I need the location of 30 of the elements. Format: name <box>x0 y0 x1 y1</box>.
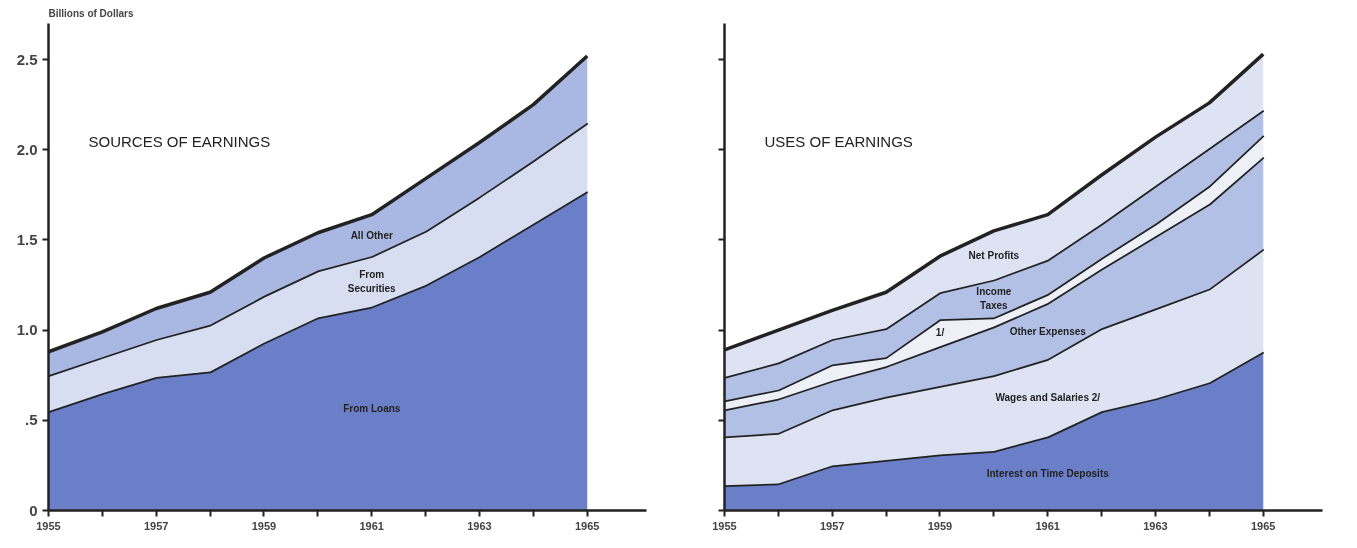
series-label: Interest on Time Deposits <box>986 468 1110 480</box>
series-label: From Securities <box>347 269 397 294</box>
x-tick-label: 1963 <box>467 519 492 532</box>
x-tick-label: 1959 <box>251 519 277 532</box>
x-tick-label: 1955 <box>712 519 737 532</box>
series-label: From Loans <box>343 403 401 415</box>
x-tick-label: 1955 <box>36 519 61 532</box>
y-tick-label: 2.5 <box>16 50 38 68</box>
series-label: Income Taxes <box>976 286 1012 311</box>
series-label: 1/ <box>935 327 945 339</box>
x-tick-label: 1961 <box>359 519 384 532</box>
y-axis-title: Billions of Dollars <box>48 7 134 19</box>
text: USES OF EARNINGS <box>764 133 913 151</box>
text: SOURCES OF EARNINGS <box>88 133 271 151</box>
y-tick-label: 2.0 <box>16 140 38 158</box>
x-tick-label: 1959 <box>927 519 953 532</box>
x-tick-label: 1965 <box>575 519 600 532</box>
series-label: All Other <box>350 229 393 241</box>
series-label: Wages and Salaries 2/ <box>995 392 1101 404</box>
y-tick-label: .5 <box>24 411 38 429</box>
x-tick-label: 1957 <box>820 519 845 532</box>
y-tick-label: 1.5 <box>16 230 38 248</box>
x-tick-label: 1965 <box>1251 519 1276 532</box>
x-tick-label: 1963 <box>1143 519 1168 532</box>
x-tick-label: 1957 <box>144 519 169 532</box>
x-tick-label: 1961 <box>1035 519 1060 532</box>
series-label: Net Profits <box>968 249 1020 261</box>
y-tick-label: 0 <box>29 501 38 519</box>
series-label: Other Expenses <box>1009 325 1087 337</box>
y-tick-label: 1.0 <box>16 321 38 339</box>
